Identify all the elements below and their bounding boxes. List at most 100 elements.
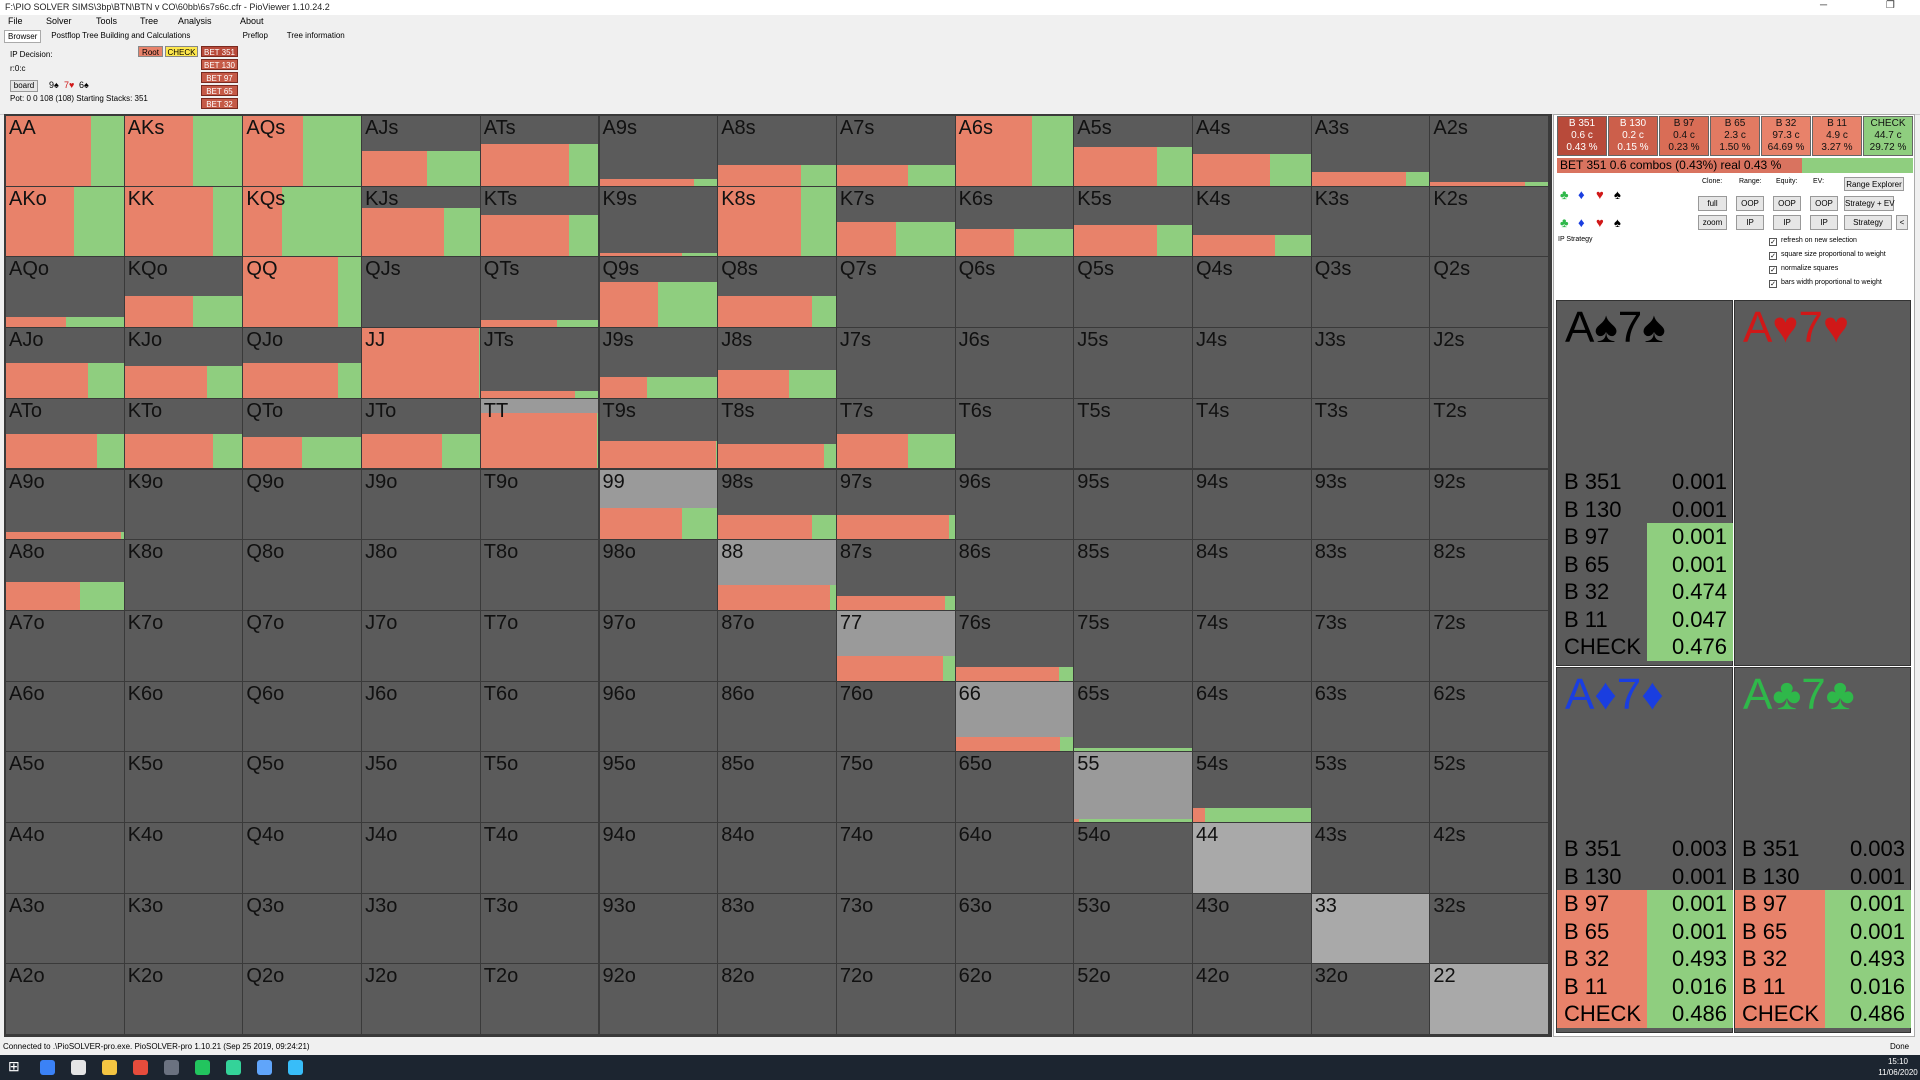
- suit-filter[interactable]: ♣: [1560, 187, 1569, 202]
- hand-cell[interactable]: KK: [124, 186, 243, 257]
- hand-cell[interactable]: A4o: [6, 823, 124, 893]
- hand-cell[interactable]: AQs: [243, 116, 362, 186]
- hand-cell[interactable]: A6o: [6, 681, 124, 752]
- hand-cell[interactable]: KQs: [243, 186, 362, 257]
- hand-cell[interactable]: 62o: [955, 964, 1074, 1035]
- hand-cell[interactable]: AJo: [6, 328, 124, 398]
- hand-cell[interactable]: Q8s: [718, 257, 836, 328]
- taskbar-icon[interactable]: [195, 1060, 210, 1075]
- hand-cell[interactable]: 93o: [599, 893, 718, 964]
- hand-cell[interactable]: 63s: [1311, 681, 1430, 752]
- hand-cell[interactable]: 98s: [718, 469, 836, 540]
- hand-cell[interactable]: K2o: [124, 964, 243, 1035]
- hand-cell[interactable]: A9s: [599, 116, 718, 186]
- hand-cell[interactable]: Q4o: [243, 823, 362, 893]
- hand-cell[interactable]: 97s: [836, 469, 955, 540]
- hand-cell[interactable]: 42o: [1193, 964, 1311, 1035]
- hand-cell[interactable]: 43o: [1193, 893, 1311, 964]
- action-summary[interactable]: B 65 2.3 c 1.50 %: [1710, 116, 1760, 156]
- hand-cell[interactable]: K9o: [124, 469, 243, 540]
- hand-cell[interactable]: K6s: [955, 186, 1074, 257]
- tree-action[interactable]: BET 65: [201, 85, 238, 96]
- hand-cell[interactable]: 72s: [1430, 610, 1549, 681]
- hand-cell[interactable]: Q9o: [243, 469, 362, 540]
- hand-cell[interactable]: J7s: [836, 328, 955, 398]
- menu-item[interactable]: File: [8, 16, 23, 26]
- hand-cell[interactable]: 73s: [1311, 610, 1430, 681]
- hand-cell[interactable]: A4s: [1193, 116, 1311, 186]
- hand-cell[interactable]: Q7o: [243, 610, 362, 681]
- hand-cell[interactable]: AA: [6, 116, 124, 186]
- hand-cell[interactable]: Q4s: [1193, 257, 1311, 328]
- hand-cell[interactable]: 63o: [955, 893, 1074, 964]
- tab[interactable]: Preflop: [242, 31, 268, 40]
- menu-item[interactable]: Analysis: [178, 16, 212, 26]
- hand-cell[interactable]: A3s: [1311, 116, 1430, 186]
- control-button[interactable]: <: [1896, 215, 1908, 230]
- hand-cell[interactable]: K8s: [718, 186, 836, 257]
- hand-cell[interactable]: J2s: [1430, 328, 1549, 398]
- hand-cell[interactable]: J9s: [599, 328, 718, 398]
- hand-cell[interactable]: J8s: [718, 328, 836, 398]
- hand-cell[interactable]: K9s: [599, 186, 718, 257]
- hand-cell[interactable]: 84o: [718, 823, 836, 893]
- hand-cell[interactable]: 95o: [599, 752, 718, 822]
- suit-filter[interactable]: ♦: [1578, 215, 1585, 230]
- tree-action[interactable]: BET 97: [201, 72, 238, 83]
- hand-cell[interactable]: 72o: [836, 964, 955, 1035]
- hand-cell[interactable]: 92o: [599, 964, 718, 1035]
- hand-cell[interactable]: QQ: [243, 257, 362, 328]
- control-button[interactable]: IP: [1810, 215, 1838, 230]
- hand-cell[interactable]: J3o: [362, 893, 480, 964]
- tree-action[interactable]: BET 351: [201, 46, 238, 57]
- hand-cell[interactable]: A9o: [6, 469, 124, 540]
- hand-cell[interactable]: T6s: [955, 398, 1074, 469]
- hand-cell[interactable]: T5o: [480, 752, 599, 822]
- hand-cell[interactable]: QJs: [362, 257, 480, 328]
- checkbox[interactable]: ✓: [1769, 266, 1777, 274]
- menu-item[interactable]: Solver: [46, 16, 72, 26]
- tree-node[interactable]: CHECK: [165, 46, 198, 57]
- hand-cell[interactable]: K5s: [1074, 186, 1192, 257]
- taskbar-icon[interactable]: [288, 1060, 303, 1075]
- hand-cell[interactable]: Q5o: [243, 752, 362, 822]
- control-button[interactable]: OOP: [1810, 196, 1838, 211]
- hand-cell[interactable]: 33: [1311, 893, 1430, 964]
- menu-item[interactable]: Tree: [140, 16, 159, 26]
- hand-cell[interactable]: 86s: [955, 540, 1074, 610]
- hand-cell[interactable]: 98o: [599, 540, 718, 610]
- hand-cell[interactable]: Q2s: [1430, 257, 1549, 328]
- menu-item[interactable]: About: [240, 16, 264, 26]
- hand-cell[interactable]: 96o: [599, 681, 718, 752]
- checkbox[interactable]: ✓: [1769, 252, 1777, 260]
- hand-cell[interactable]: 92s: [1430, 469, 1549, 540]
- hand-cell[interactable]: 52o: [1074, 964, 1192, 1035]
- hand-cell[interactable]: Q3s: [1311, 257, 1430, 328]
- hand-cell[interactable]: T9o: [480, 469, 599, 540]
- hand-cell[interactable]: 65o: [955, 752, 1074, 822]
- hand-cell[interactable]: Q9s: [599, 257, 718, 328]
- taskbar-icon[interactable]: [71, 1060, 86, 1075]
- tab[interactable]: Browser: [4, 30, 42, 43]
- hand-cell[interactable]: T2s: [1430, 398, 1549, 469]
- hand-cell[interactable]: 53s: [1311, 752, 1430, 822]
- hand-cell[interactable]: T8s: [718, 398, 836, 469]
- control-button[interactable]: OOP: [1736, 196, 1764, 211]
- hand-cell[interactable]: T2o: [480, 964, 599, 1035]
- suit-filter[interactable]: ♥: [1596, 215, 1604, 230]
- hand-cell[interactable]: 32o: [1311, 964, 1430, 1035]
- hand-cell[interactable]: J6s: [955, 328, 1074, 398]
- control-button[interactable]: OOP: [1773, 196, 1801, 211]
- hand-cell[interactable]: A6s: [955, 116, 1074, 186]
- suit-filter[interactable]: ♠: [1614, 187, 1621, 202]
- hand-cell[interactable]: K5o: [124, 752, 243, 822]
- control-button[interactable]: full: [1698, 196, 1727, 211]
- hand-cell[interactable]: A8s: [718, 116, 836, 186]
- hand-cell[interactable]: 82o: [718, 964, 836, 1035]
- hand-cell[interactable]: K3s: [1311, 186, 1430, 257]
- hand-cell[interactable]: K7o: [124, 610, 243, 681]
- tab[interactable]: Postflop Tree Building and Calculations: [51, 31, 191, 40]
- taskbar-icon[interactable]: [102, 1060, 117, 1075]
- taskbar-icon[interactable]: [40, 1060, 55, 1075]
- hand-cell[interactable]: AQo: [6, 257, 124, 328]
